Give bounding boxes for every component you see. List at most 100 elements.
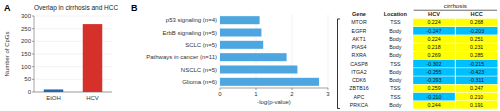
tick-label: EtOH bbox=[46, 95, 61, 101]
cell bbox=[413, 101, 455, 109]
tick-label: 2 bbox=[290, 91, 294, 97]
cell-label: 0.247 bbox=[470, 85, 483, 91]
cell-label: -0.247 bbox=[426, 28, 441, 34]
cell bbox=[456, 43, 498, 51]
tick-label: 50 bbox=[24, 76, 31, 82]
cell-label: -0.293 bbox=[426, 77, 441, 83]
cell bbox=[456, 93, 498, 101]
bar bbox=[220, 41, 263, 49]
cell bbox=[413, 76, 455, 84]
axis-label: Number of CpGs bbox=[4, 31, 10, 76]
column-header: HCC bbox=[471, 11, 483, 17]
tick-label: 1 bbox=[254, 91, 258, 97]
column-header: HCV bbox=[428, 11, 440, 17]
cell bbox=[456, 76, 498, 84]
cell-label: 0.218 bbox=[427, 44, 440, 50]
bars bbox=[220, 16, 319, 86]
panel-b: B 0 1 2 3 -log(p-value) p53 signaling (n=4) Erb… bbox=[131, 3, 330, 105]
panel-c-table: cirrhosis Gene Location HCV HCC MTOR TSS 0.224 0… bbox=[338, 2, 498, 108]
tick bbox=[256, 88, 257, 90]
cell bbox=[413, 27, 455, 35]
grid-line bbox=[328, 14, 329, 88]
gene: PIAS4 bbox=[351, 44, 366, 50]
tick-label: HCV bbox=[86, 95, 99, 101]
location: Body bbox=[389, 69, 401, 75]
cell-label: 0.269 bbox=[427, 52, 440, 58]
gene: PRKCA bbox=[350, 102, 369, 108]
tick-label: 0 bbox=[218, 91, 222, 97]
gene: AKT1 bbox=[352, 36, 365, 42]
axis-line bbox=[34, 92, 112, 93]
cell bbox=[456, 101, 498, 109]
tick bbox=[220, 88, 221, 90]
cell bbox=[413, 43, 455, 51]
tick-label: 3 bbox=[326, 91, 330, 97]
cell bbox=[413, 52, 455, 60]
cell-label: 0.285 bbox=[470, 52, 483, 58]
cell-label: 0.191 bbox=[470, 102, 483, 108]
bar bbox=[220, 28, 261, 36]
cell-label: -0.210 bbox=[426, 94, 441, 100]
bar bbox=[220, 16, 260, 24]
column-header: Gene bbox=[352, 11, 366, 17]
tick bbox=[292, 88, 293, 90]
tick-label: ErbB signaling (n=5) bbox=[162, 30, 217, 36]
title: Overlap in cirrhosis and HCC bbox=[34, 4, 118, 12]
cell bbox=[456, 35, 498, 43]
gene: CDK6 bbox=[352, 77, 366, 83]
location: Body bbox=[389, 44, 401, 50]
grid-line bbox=[292, 14, 293, 88]
tick-label: NSCLC (n=5) bbox=[181, 67, 217, 73]
cell-label: 0.224 bbox=[427, 19, 440, 25]
gene: ZBTB16 bbox=[349, 85, 368, 91]
gene: CASP8 bbox=[350, 61, 367, 67]
cell bbox=[413, 19, 455, 27]
cell-label: -0.302 bbox=[426, 61, 441, 67]
tick-label: 150 bbox=[21, 51, 32, 57]
location: TSS bbox=[390, 85, 401, 91]
location: Body bbox=[389, 77, 401, 83]
panel-a: AOverlap in cirrhosis and HCC05010015020… bbox=[4, 3, 118, 101]
gene: APC bbox=[354, 94, 365, 100]
cell-label: 0.224 bbox=[427, 36, 440, 42]
panel-letter: A bbox=[4, 3, 11, 13]
axis-line bbox=[220, 88, 328, 89]
axis-label: -log(p-value) bbox=[257, 99, 291, 105]
cell bbox=[413, 60, 455, 68]
bar bbox=[220, 65, 297, 73]
cell-label: -0.311 bbox=[469, 77, 484, 83]
cell bbox=[456, 27, 498, 35]
tick-label: 0 bbox=[28, 89, 32, 95]
cell bbox=[456, 19, 498, 27]
location: Body bbox=[389, 28, 401, 34]
tick-label: p53 signaling (n=4) bbox=[166, 17, 217, 23]
cell-label: -0.203 bbox=[469, 28, 484, 34]
bar bbox=[83, 24, 103, 92]
location: Body bbox=[389, 36, 401, 42]
tick-label: 300 bbox=[21, 13, 32, 19]
bracket bbox=[338, 19, 341, 109]
cell-label: 0.244 bbox=[427, 102, 440, 108]
column-header: Location bbox=[384, 11, 408, 17]
bars bbox=[44, 24, 103, 92]
gene: RXRA bbox=[352, 52, 367, 58]
cell bbox=[413, 85, 455, 93]
panel-letter: B bbox=[131, 3, 138, 13]
cell bbox=[456, 52, 498, 60]
tick-label: 250 bbox=[21, 26, 32, 32]
header-group: cirrhosis bbox=[444, 2, 467, 9]
bar bbox=[220, 53, 287, 61]
cell-label: 0.259 bbox=[427, 85, 440, 91]
location: Body bbox=[389, 102, 401, 108]
gene: MTOR bbox=[351, 19, 367, 25]
cell bbox=[413, 93, 455, 101]
gene: ITGA2 bbox=[351, 69, 366, 75]
location: Body bbox=[389, 52, 401, 58]
header-underline bbox=[414, 10, 497, 11]
cell-label: -0.215 bbox=[469, 61, 484, 67]
grid-line bbox=[220, 14, 221, 88]
location: TSS bbox=[390, 19, 401, 25]
bar bbox=[220, 78, 319, 86]
axis-line bbox=[34, 16, 35, 92]
figure: AOverlap in cirrhosis and HCC05010015020… bbox=[0, 0, 500, 111]
